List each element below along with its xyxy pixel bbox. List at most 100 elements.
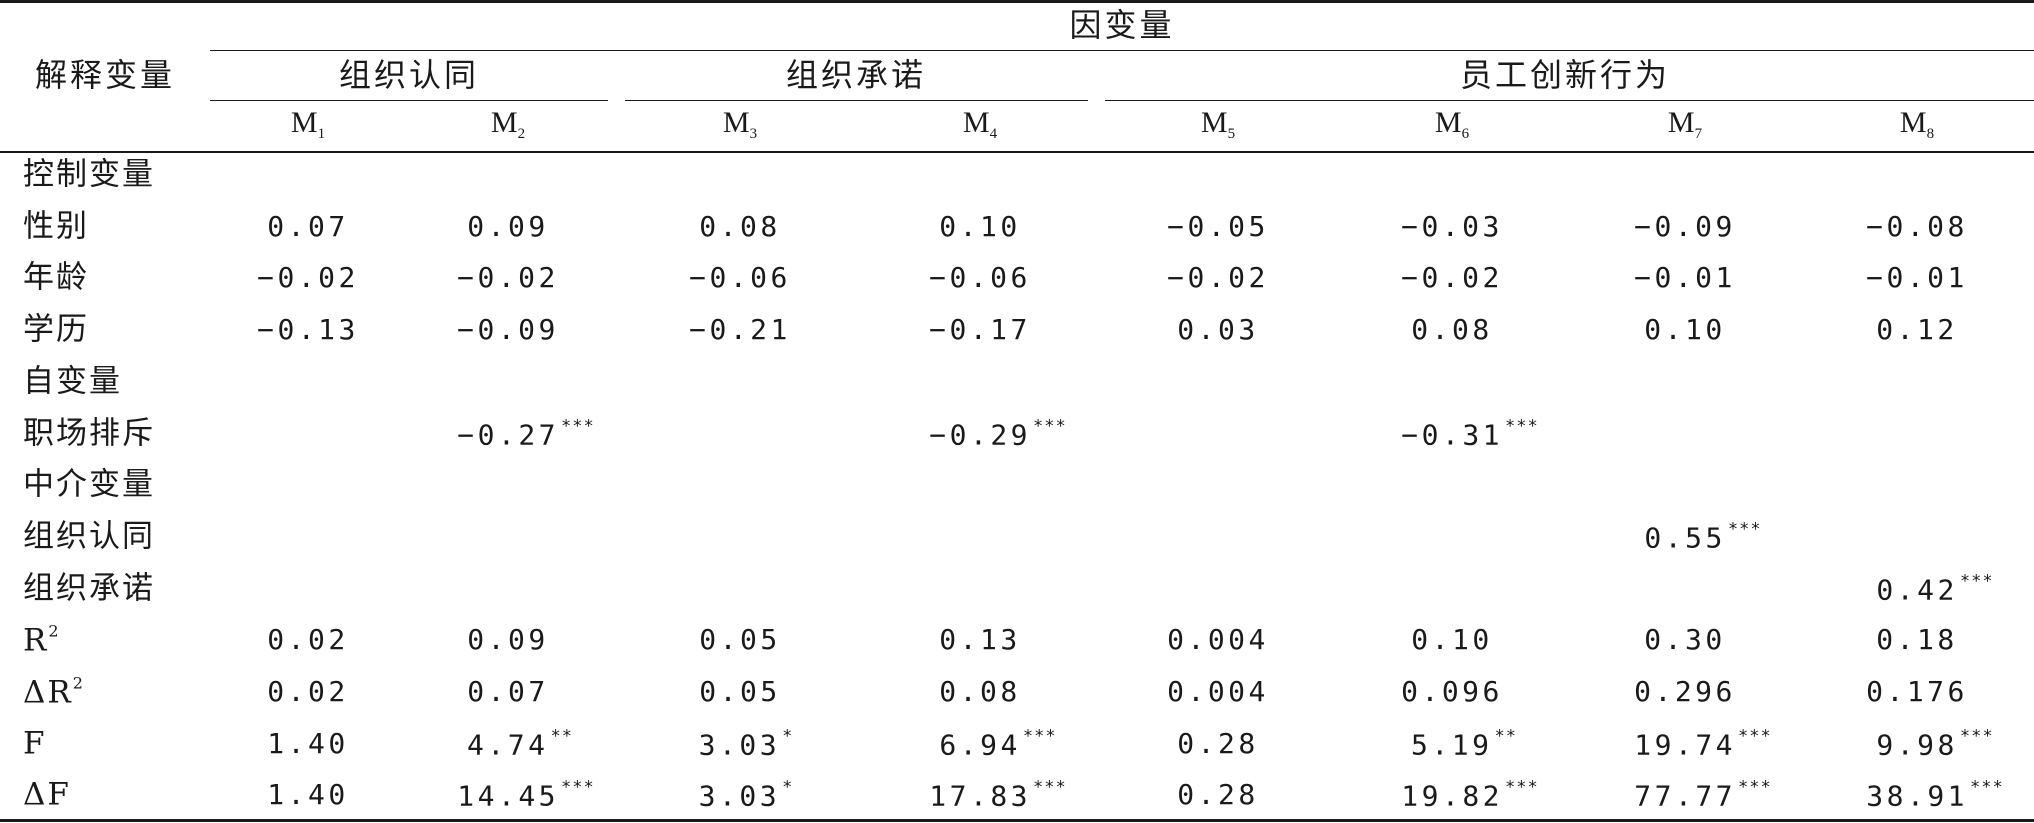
model-subscript: 8 bbox=[1926, 126, 1935, 142]
row-label: ΔF bbox=[23, 779, 71, 811]
model-name: M bbox=[1200, 106, 1228, 139]
table-cell: −0.06 bbox=[929, 264, 1031, 292]
row-label-text: 性别 bbox=[23, 208, 89, 245]
model-subscript: 7 bbox=[1694, 126, 1703, 142]
table-cell: 0.10 bbox=[1644, 316, 1725, 344]
row-label-text: 组织认同 bbox=[23, 518, 155, 555]
model-subscript: 3 bbox=[749, 126, 758, 142]
table-cell: −0.06 bbox=[689, 264, 791, 292]
cell-value: 0.42 bbox=[1876, 573, 1958, 607]
group-rule-innovative-behavior bbox=[1105, 100, 2034, 101]
cell-value: −0.09 bbox=[457, 313, 559, 347]
model-name: M bbox=[1899, 106, 1927, 139]
cell-value: 19.82 bbox=[1401, 779, 1504, 813]
group-header-organizational-identification: 组织认同 bbox=[338, 56, 480, 94]
model-subscript: 4 bbox=[989, 126, 998, 142]
model-header-6: M6 bbox=[1435, 108, 1469, 142]
row-label-text: 自变量 bbox=[23, 363, 122, 400]
cell-value: 0.10 bbox=[1411, 623, 1493, 657]
table-cell: −0.02 bbox=[257, 264, 359, 292]
cell-value: −0.03 bbox=[1401, 209, 1503, 243]
table-cell: 0.10 bbox=[1411, 626, 1492, 654]
model-subscript: 2 bbox=[517, 126, 526, 142]
table-cell: 0.07 bbox=[267, 209, 349, 243]
table-cell: 0.004 bbox=[1167, 626, 1269, 654]
model-header-8: M8 bbox=[1900, 108, 1934, 142]
stub-header: 解释变量 bbox=[34, 56, 176, 94]
table-cell: 0.08 bbox=[699, 212, 780, 241]
row-label-text: 组织承诺 bbox=[23, 570, 155, 607]
cell-value: −0.17 bbox=[929, 313, 1031, 347]
table-cell: −0.01 bbox=[1634, 264, 1736, 292]
table-cell: 0.176 bbox=[1866, 678, 1968, 706]
table-cell: 38.91 *** bbox=[1866, 777, 2004, 811]
table-cell: −0.09 bbox=[1634, 212, 1736, 241]
table-cell: 0.03 bbox=[1177, 316, 1258, 344]
table-cell: 6.94 *** bbox=[939, 728, 1056, 759]
table-cell: 4.74 ** bbox=[467, 728, 573, 759]
significance-marker: *** bbox=[1970, 777, 2004, 798]
cell-value: 77.77 bbox=[1634, 779, 1737, 813]
cell-value: −0.29 bbox=[929, 418, 1032, 451]
cell-value: −0.05 bbox=[1167, 209, 1269, 243]
cell-value: 0.07 bbox=[267, 209, 349, 243]
cell-value: −0.01 bbox=[1866, 261, 1968, 295]
cell-value: 0.02 bbox=[267, 623, 349, 657]
bottom-rule bbox=[0, 819, 2034, 822]
row-label: 控制变量 bbox=[23, 159, 155, 191]
table-cell: 77.77 *** bbox=[1634, 777, 1772, 813]
group-header-organizational-commitment: 组织承诺 bbox=[785, 56, 927, 94]
table-cell: 19.74 *** bbox=[1634, 728, 1772, 759]
significance-marker: *** bbox=[1738, 777, 1772, 798]
table-cell: 3.03 * bbox=[699, 728, 794, 759]
cell-value: −0.31 bbox=[1401, 418, 1504, 451]
table-cell: 0.30 bbox=[1644, 626, 1725, 654]
row-label: 自变量 bbox=[23, 366, 122, 397]
significance-marker: *** bbox=[1033, 416, 1067, 436]
cell-value: 0.18 bbox=[1876, 623, 1958, 657]
row-label-text: 职场排斥 bbox=[23, 415, 155, 451]
model-subscript: 5 bbox=[1227, 126, 1236, 142]
table-cell: −0.05 bbox=[1167, 209, 1269, 243]
table-cell: 0.13 bbox=[939, 626, 1020, 654]
significance-marker: * bbox=[782, 726, 794, 747]
model-name: M bbox=[490, 106, 518, 139]
cell-value: 0.12 bbox=[1876, 313, 1958, 347]
table-cell: 0.18 bbox=[1876, 626, 1957, 654]
cell-value: 0.096 bbox=[1401, 675, 1503, 708]
cell-value: −0.06 bbox=[689, 261, 791, 295]
table-cell: 0.08 bbox=[939, 678, 1020, 706]
table-cell: 0.12 bbox=[1876, 316, 1957, 344]
cell-value: 1.40 bbox=[267, 726, 349, 760]
cell-value: 5.19 bbox=[1411, 728, 1493, 762]
cell-value: −0.27 bbox=[457, 418, 560, 451]
row-label: 学历 bbox=[23, 314, 89, 346]
row-label: R2 bbox=[23, 623, 59, 657]
table-cell: −0.29 *** bbox=[929, 418, 1067, 449]
table-cell: 9.98 *** bbox=[1876, 728, 1993, 759]
group-rule-organizational-commitment bbox=[625, 100, 1088, 101]
table-cell: −0.13 bbox=[257, 316, 359, 344]
significance-marker: *** bbox=[561, 777, 595, 798]
table-cell: −0.02 bbox=[457, 264, 559, 292]
table-cell: 0.02 bbox=[267, 678, 348, 706]
table-cell: −0.31 *** bbox=[1401, 418, 1539, 449]
table-cell: −0.02 bbox=[1167, 264, 1269, 292]
row-label: 组织认同 bbox=[23, 521, 155, 552]
table-cell: 0.07 bbox=[467, 678, 548, 706]
cell-value: 0.176 bbox=[1866, 675, 1968, 708]
row-label: 职场排斥 bbox=[23, 418, 155, 449]
row-label-text: ΔR bbox=[23, 674, 73, 711]
cell-value: 0.08 bbox=[939, 675, 1021, 708]
significance-marker: * bbox=[782, 777, 794, 798]
table-cell: 0.42 *** bbox=[1876, 573, 1993, 604]
row-label-text: 年龄 bbox=[23, 259, 89, 296]
cell-value: 0.30 bbox=[1644, 623, 1726, 657]
table-cell: 0.296 bbox=[1634, 678, 1736, 706]
cell-value: −0.21 bbox=[689, 313, 791, 347]
row-label: 性别 bbox=[23, 211, 89, 242]
significance-marker: ** bbox=[550, 726, 573, 747]
table-cell: −0.17 bbox=[929, 316, 1031, 344]
cell-value: −0.06 bbox=[929, 261, 1031, 295]
model-subscript: 1 bbox=[317, 126, 326, 142]
